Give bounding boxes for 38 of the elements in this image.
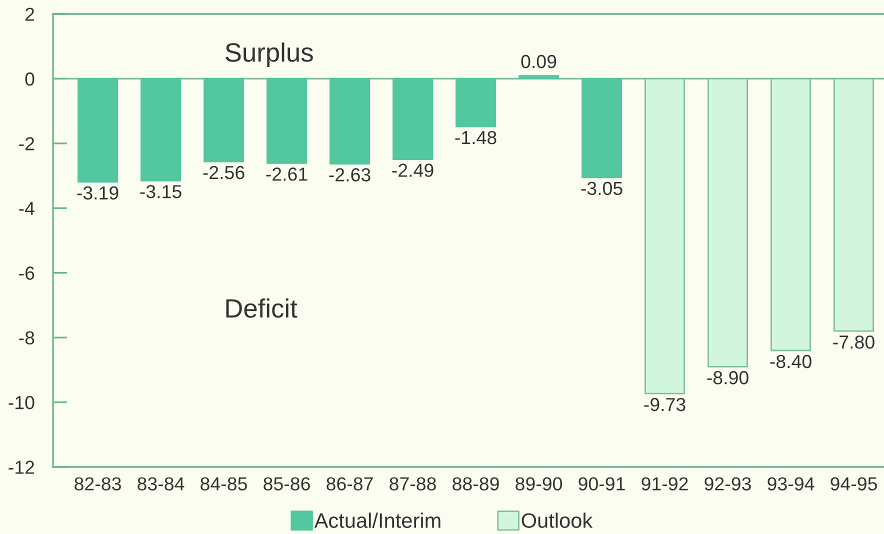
x-tick-label: 94-95 <box>830 477 877 490</box>
annotation: Deficit <box>226 298 298 318</box>
data-label: -9.73 <box>644 398 686 412</box>
x-tick-label: 90-91 <box>578 477 625 490</box>
x-tick-label: 88-89 <box>452 477 499 490</box>
x-tick-label: 92-93 <box>704 477 751 490</box>
y-tick-label: -2 <box>19 137 34 150</box>
y-tick-label: -8 <box>19 331 34 345</box>
data-label: -2.56 <box>203 166 244 180</box>
data-label: -2.49 <box>392 164 434 177</box>
data-label: -3.15 <box>140 185 182 198</box>
data-label: -7.80 <box>833 335 874 349</box>
x-tick-label: 87-88 <box>390 477 436 490</box>
data-label: -1.48 <box>455 130 496 144</box>
legend-label: Outlook <box>522 512 593 528</box>
annotation: Surplus <box>226 42 313 68</box>
data-label: -8.40 <box>770 354 812 368</box>
x-tick-label: 84-85 <box>200 477 247 490</box>
x-tick-label: 82-83 <box>74 477 121 490</box>
data-label: -3.19 <box>77 186 118 200</box>
y-tick-label: -4 <box>19 202 34 215</box>
x-tick-label: 91-92 <box>642 477 688 490</box>
data-label: -3.05 <box>581 182 622 196</box>
x-tick-label: 83-84 <box>138 477 184 490</box>
data-label: -8.90 <box>707 371 748 384</box>
x-tick-label: 85-86 <box>264 477 310 490</box>
legend-label: Actual/Interim <box>314 512 440 528</box>
y-tick-label: -6 <box>19 266 34 280</box>
x-tick-label: 89-90 <box>516 477 562 490</box>
data-label: 0.09 <box>521 54 556 68</box>
y-tick-label: 0 <box>25 72 34 86</box>
y-tick-label: -10 <box>8 396 34 410</box>
y-tick-label: -12 <box>8 460 34 474</box>
x-tick-label: 86-87 <box>326 477 373 490</box>
y-tick-label: 2 <box>26 8 34 21</box>
x-tick-label: 93-94 <box>768 477 814 490</box>
data-label: -2.63 <box>329 168 370 182</box>
data-label: -2.61 <box>266 168 308 181</box>
